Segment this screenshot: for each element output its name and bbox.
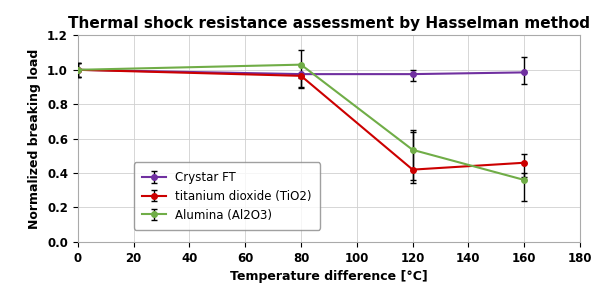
Title: Thermal shock resistance assessment by Hasselman method: Thermal shock resistance assessment by H… <box>68 17 590 32</box>
Y-axis label: Normalized breaking load: Normalized breaking load <box>29 48 41 229</box>
X-axis label: Temperature difference [°C]: Temperature difference [°C] <box>230 270 428 283</box>
Legend: Crystar FT, titanium dioxide (TiO2), Alumina (Al2O3): Crystar FT, titanium dioxide (TiO2), Alu… <box>134 163 320 230</box>
